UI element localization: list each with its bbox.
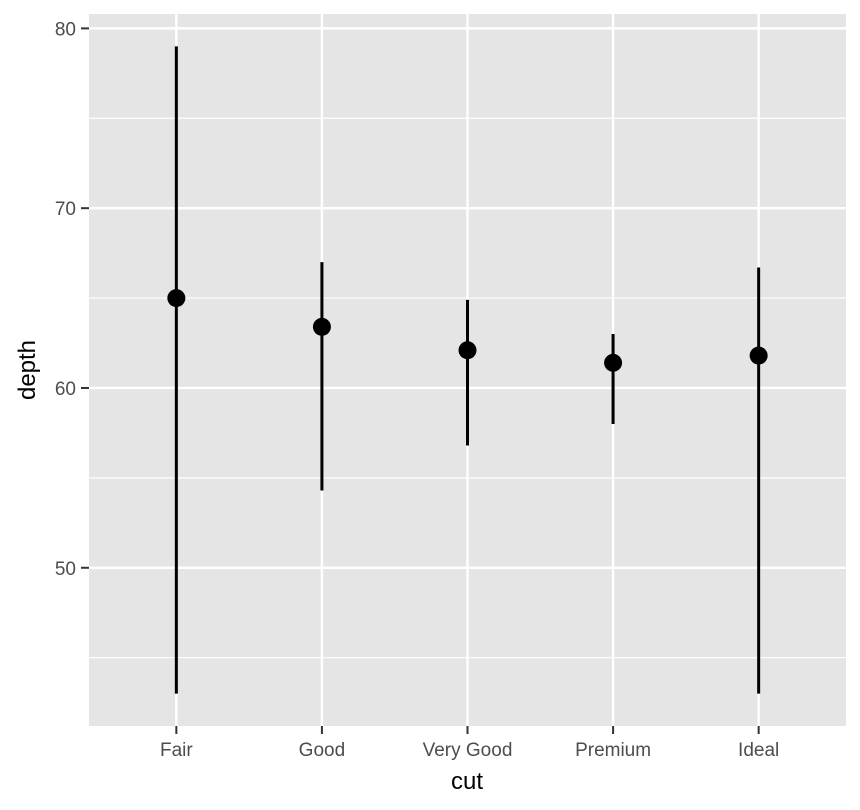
y-axis-title: depth xyxy=(14,340,41,400)
y-tick-label: 60 xyxy=(55,379,76,400)
x-tick-label: Very Good xyxy=(423,740,513,761)
y-tick-label: 80 xyxy=(55,19,76,40)
x-axis-title: cut xyxy=(451,768,483,795)
axis-ticks xyxy=(81,27,760,734)
mean-point xyxy=(312,317,331,336)
x-tick-label: Fair xyxy=(160,740,193,761)
mean-point xyxy=(604,353,623,372)
y-tick-label: 50 xyxy=(55,559,76,580)
y-axis-tick-labels: 50 60 70 80 xyxy=(55,19,76,579)
x-axis-tick-labels: Fair Good Very Good Premium Ideal xyxy=(160,740,779,761)
y-tick-label: 70 xyxy=(55,199,76,220)
x-tick-label: Premium xyxy=(575,740,651,761)
x-tick-label: Good xyxy=(299,740,345,761)
x-tick-label: Ideal xyxy=(738,740,779,761)
mean-point xyxy=(167,289,186,308)
mean-point xyxy=(749,346,768,365)
data-marks xyxy=(167,46,768,694)
mean-point xyxy=(458,341,477,360)
